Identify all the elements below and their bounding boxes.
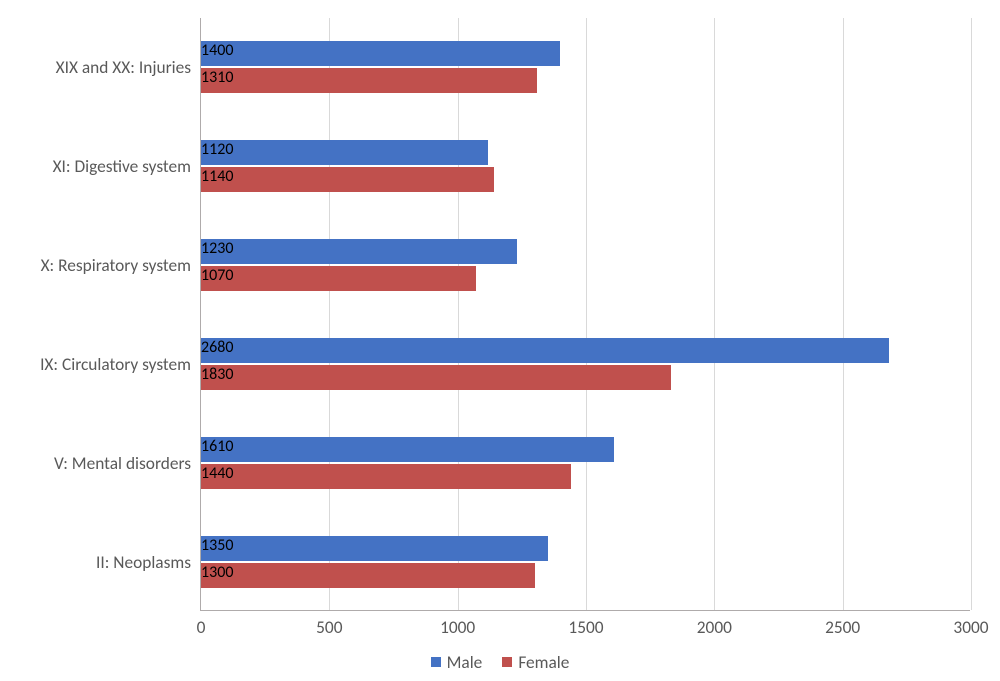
- category-label: II: Neoplasms: [96, 551, 201, 573]
- gridline: [971, 18, 972, 610]
- legend-item-female: Female: [502, 651, 569, 673]
- bar-male: 1230: [201, 239, 517, 264]
- bar-female: 1310: [201, 68, 537, 93]
- legend-label: Male: [447, 651, 483, 673]
- legend-item-male: Male: [431, 651, 483, 673]
- x-tick-label: 500: [316, 610, 342, 638]
- bar-female: 1830: [201, 365, 671, 390]
- bar-male: 2680: [201, 338, 889, 363]
- legend-swatch-male: [431, 657, 441, 667]
- legend-label: Female: [518, 651, 569, 673]
- x-tick-label: 0: [197, 610, 206, 638]
- legend-swatch-female: [502, 657, 512, 667]
- category-group: XIX and XX: Injuries14001310: [201, 18, 970, 117]
- chart-container: 0 500 1000 1500 2000 2500 3000 XIX and XX: Inju…: [0, 0, 1000, 681]
- legend: Male Female: [0, 651, 1000, 673]
- bar-male: 1350: [201, 536, 548, 561]
- category-label: V: Mental disorders: [54, 452, 201, 474]
- category-group: IX: Circulatory system26801830: [201, 315, 970, 414]
- bar-female: 1070: [201, 266, 476, 291]
- x-tick-label: 1500: [568, 610, 603, 638]
- category-group: II: Neoplasms13501300: [201, 512, 970, 611]
- bar-female: 1140: [201, 167, 494, 192]
- plot-area: 050010001500200025003000XIX and XX: Inju…: [200, 18, 970, 611]
- category-label: XI: Digestive system: [53, 155, 201, 177]
- x-tick-label: 3000: [953, 610, 988, 638]
- bar-female: 1440: [201, 464, 571, 489]
- bar-male: 1400: [201, 41, 560, 66]
- category-label: XIX and XX: Injuries: [56, 56, 201, 78]
- x-tick-label: 2000: [697, 610, 732, 638]
- category-group: XI: Digestive system11201140: [201, 117, 970, 216]
- category-group: V: Mental disorders16101440: [201, 413, 970, 512]
- x-tick-label: 1000: [440, 610, 475, 638]
- category-group: X: Respiratory system12301070: [201, 216, 970, 315]
- category-label: X: Respiratory system: [41, 254, 201, 276]
- bar-female: 1300: [201, 563, 535, 588]
- bar-male: 1610: [201, 437, 614, 462]
- bar-male: 1120: [201, 140, 488, 165]
- x-tick-label: 2500: [825, 610, 860, 638]
- category-label: IX: Circulatory system: [40, 353, 201, 375]
